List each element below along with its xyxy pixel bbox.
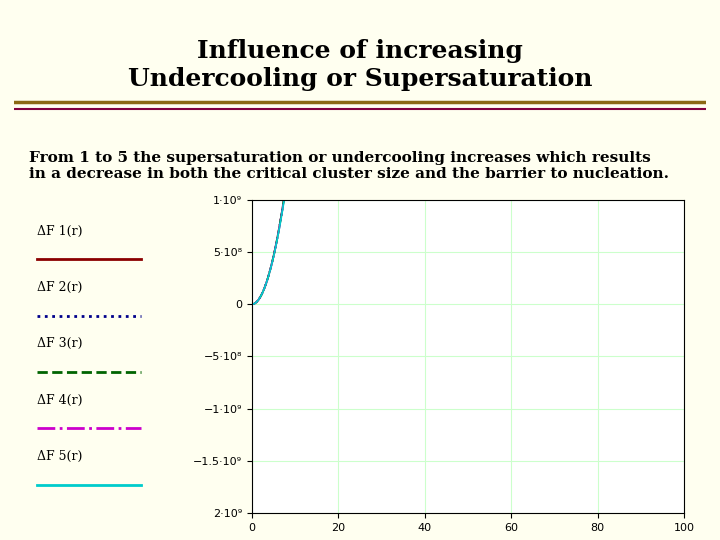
Text: ΔF 2(r): ΔF 2(r) (37, 281, 83, 294)
X-axis label: r: r (465, 538, 471, 540)
Text: ΔF 1(r): ΔF 1(r) (37, 225, 83, 238)
Text: ΔF 5(r): ΔF 5(r) (37, 450, 83, 463)
Text: Influence of increasing
Undercooling or Supersaturation: Influence of increasing Undercooling or … (127, 39, 593, 91)
Text: ΔF 4(r): ΔF 4(r) (37, 394, 83, 407)
Text: From 1 to 5 the supersaturation or undercooling increases which results
in a dec: From 1 to 5 the supersaturation or under… (29, 151, 669, 181)
Text: ΔF 3(r): ΔF 3(r) (37, 338, 83, 350)
